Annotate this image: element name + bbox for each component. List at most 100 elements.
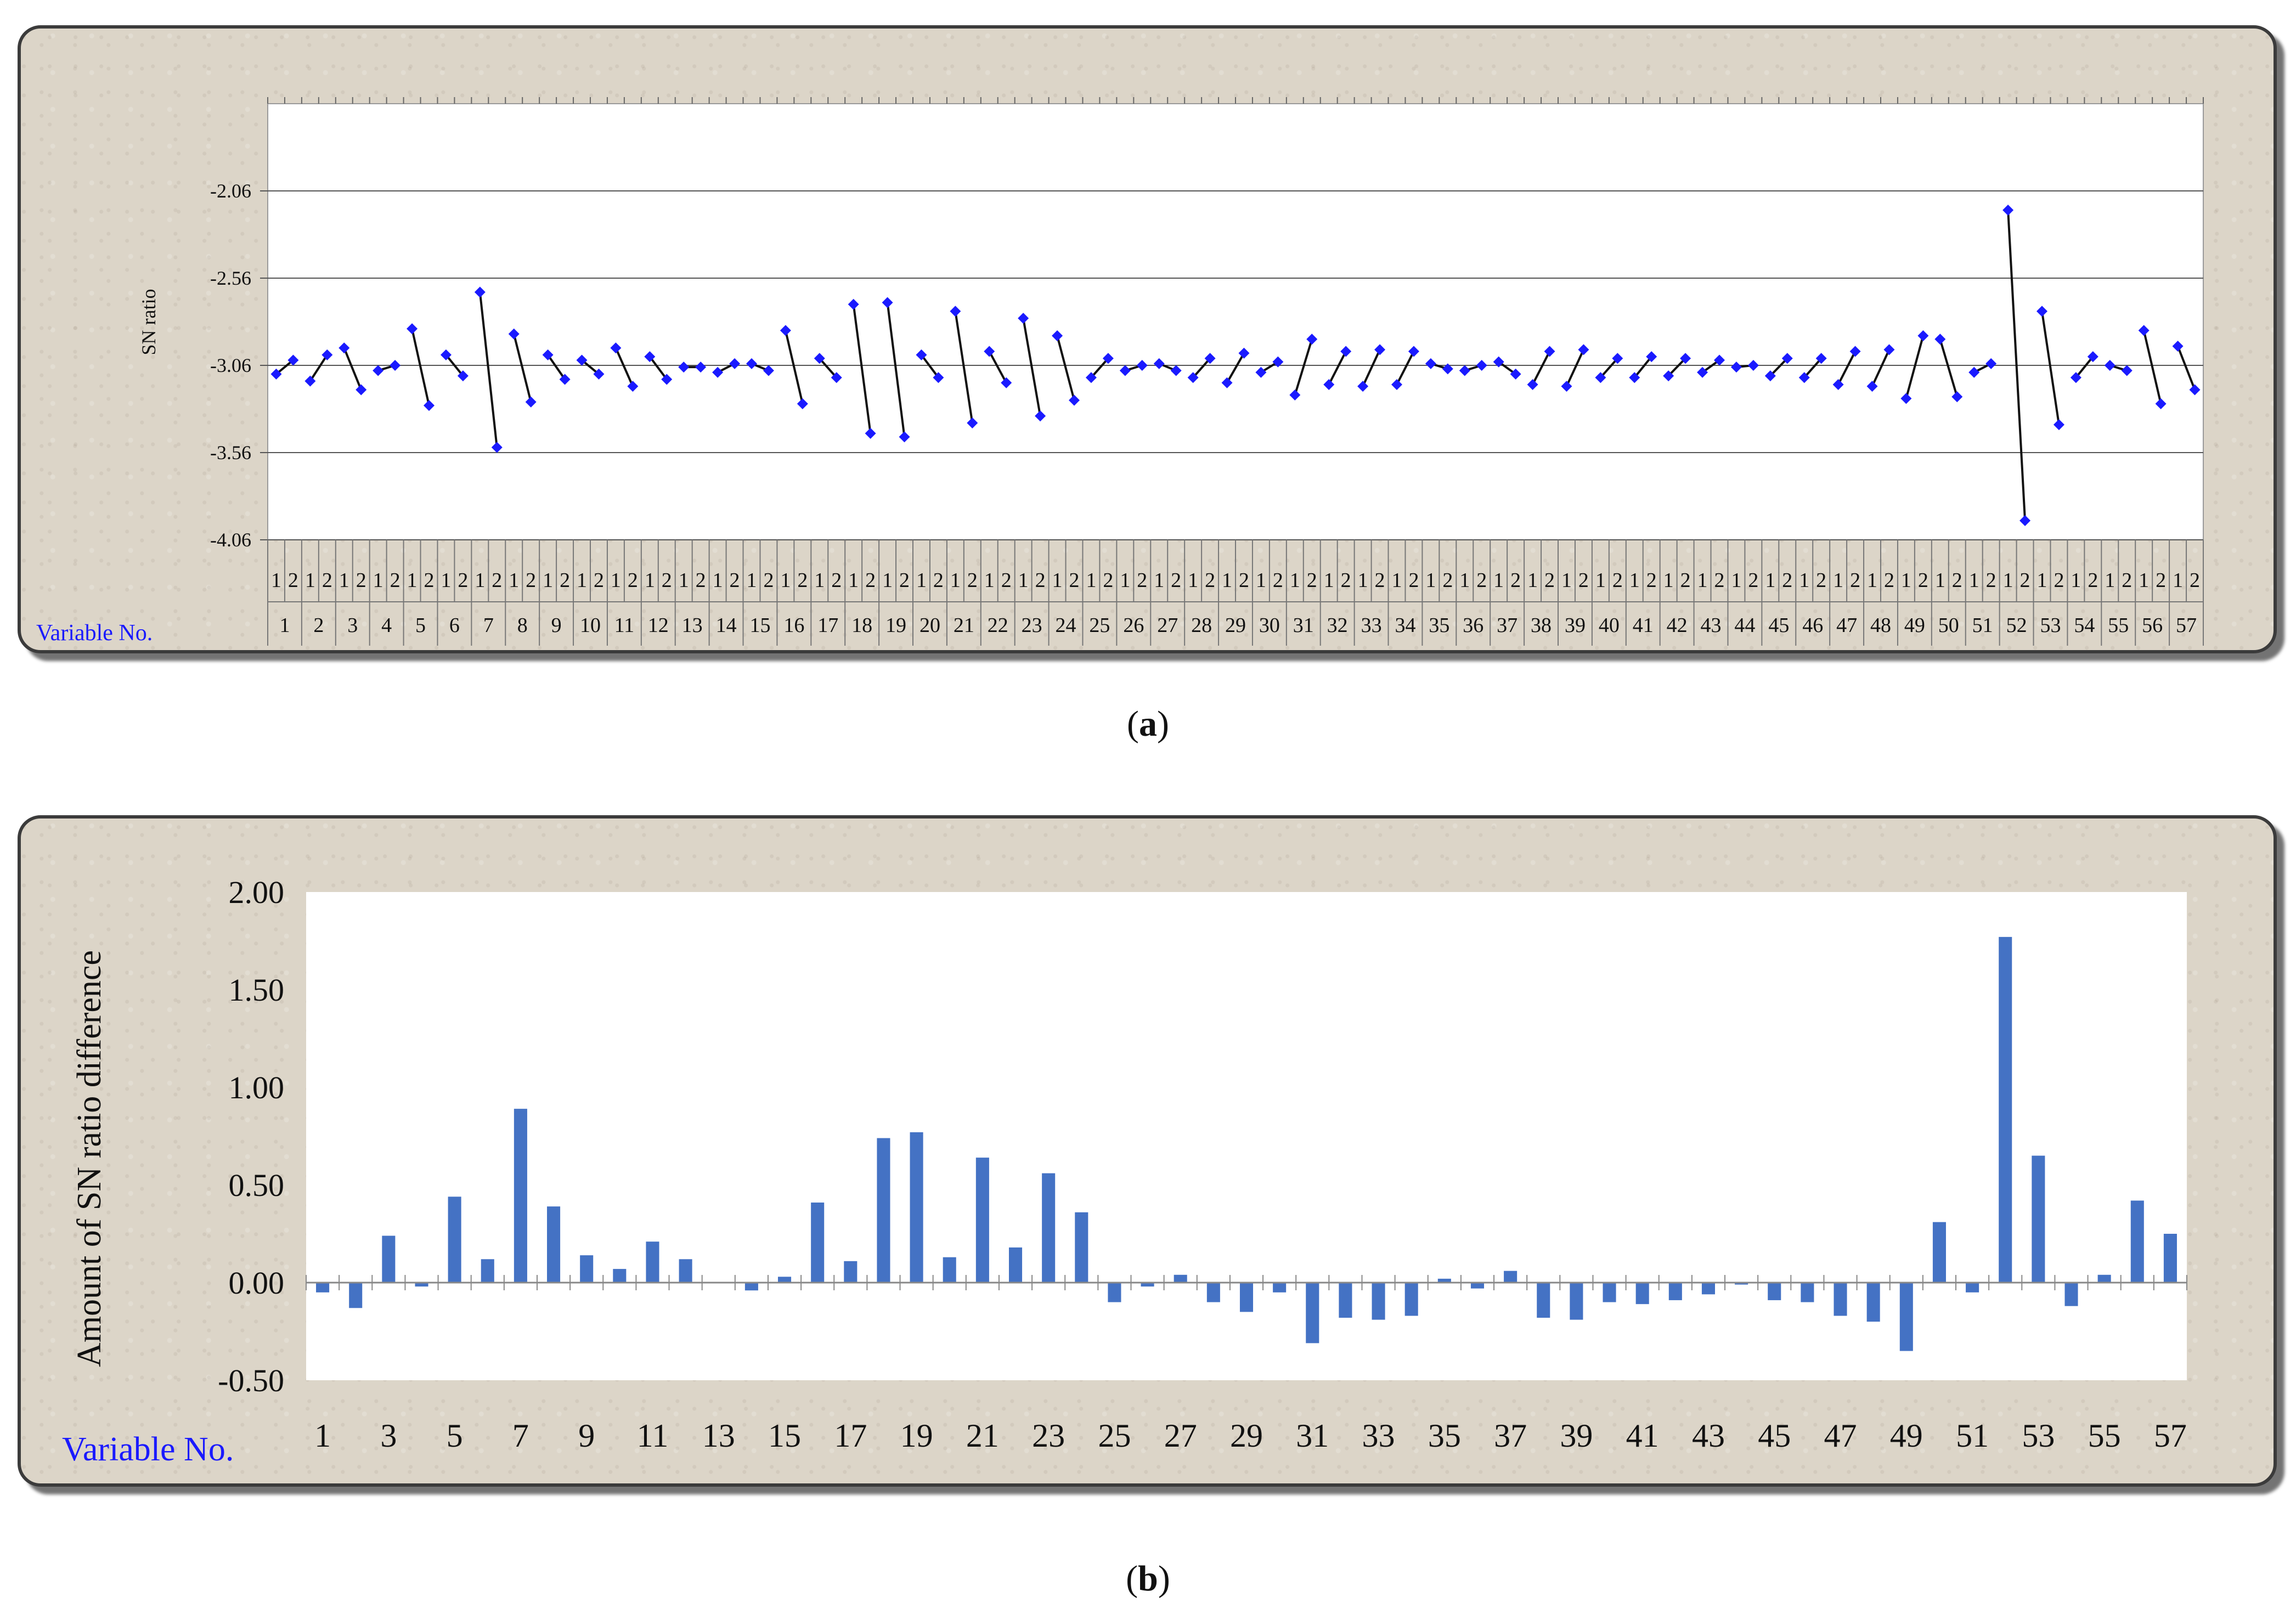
bar bbox=[1470, 1283, 1485, 1289]
y-tick-label: 1.50 bbox=[229, 972, 285, 1008]
bar bbox=[316, 1283, 330, 1292]
category-label: 57 bbox=[2176, 614, 2197, 637]
level-label: 1 bbox=[1527, 569, 1538, 592]
level-label: 2 bbox=[1612, 569, 1623, 592]
level-label: 1 bbox=[339, 569, 349, 592]
x-axis-label: Variable No. bbox=[62, 1431, 234, 1468]
level-label: 2 bbox=[560, 569, 570, 592]
level-label: 1 bbox=[1256, 569, 1266, 592]
category-label: 48 bbox=[1870, 614, 1891, 637]
level-label: 1 bbox=[1154, 569, 1164, 592]
category-label: 37 bbox=[1497, 614, 1517, 637]
level-label: 2 bbox=[2190, 569, 2200, 592]
bar bbox=[1306, 1283, 1319, 1344]
level-label: 2 bbox=[458, 569, 468, 592]
level-label: 1 bbox=[1392, 569, 1402, 592]
level-label: 1 bbox=[747, 569, 757, 592]
data-point bbox=[848, 298, 859, 310]
level-label: 2 bbox=[1442, 569, 1453, 592]
level-label: 2 bbox=[1375, 569, 1385, 592]
bar bbox=[1570, 1283, 1583, 1320]
data-point bbox=[1544, 346, 1555, 357]
data-point bbox=[1883, 344, 1895, 355]
category-label: 18 bbox=[851, 614, 872, 637]
category-label: 12 bbox=[648, 614, 669, 637]
bar bbox=[877, 1138, 890, 1283]
x-tick-label: 3 bbox=[380, 1418, 397, 1454]
level-label: 2 bbox=[865, 569, 876, 592]
x-tick-label: 49 bbox=[1890, 1418, 1923, 1454]
data-point bbox=[2070, 372, 2081, 383]
level-label: 1 bbox=[509, 569, 519, 592]
bar bbox=[1372, 1283, 1385, 1320]
bar bbox=[1141, 1283, 1154, 1287]
data-point bbox=[1832, 379, 1844, 390]
level-label: 1 bbox=[1459, 569, 1470, 592]
level-label: 1 bbox=[916, 569, 927, 592]
data-point bbox=[1119, 365, 1131, 376]
data-point bbox=[610, 342, 622, 354]
data-point bbox=[695, 362, 707, 373]
data-point bbox=[1391, 379, 1402, 390]
level-label: 2 bbox=[1341, 569, 1351, 592]
data-point bbox=[542, 349, 554, 360]
category-label: 49 bbox=[1904, 614, 1925, 637]
category-label: 20 bbox=[919, 614, 940, 637]
data-point bbox=[1934, 334, 1946, 345]
category-label: 38 bbox=[1531, 614, 1552, 637]
level-label: 1 bbox=[305, 569, 315, 592]
level-label: 2 bbox=[1137, 569, 1147, 592]
x-tick-label: 17 bbox=[834, 1418, 867, 1454]
data-point bbox=[1136, 360, 1148, 371]
data-point bbox=[1527, 379, 1538, 390]
category-label: 47 bbox=[1836, 614, 1857, 637]
data-point bbox=[1374, 344, 1386, 355]
level-label: 1 bbox=[780, 569, 791, 592]
category-label: 6 bbox=[449, 614, 460, 637]
y-tick-label: 0.00 bbox=[229, 1265, 285, 1301]
level-label: 1 bbox=[1120, 569, 1130, 592]
category-label: 28 bbox=[1191, 614, 1212, 637]
data-point bbox=[1951, 391, 1963, 403]
bar bbox=[2130, 1200, 2144, 1283]
data-point bbox=[984, 346, 995, 357]
series-line-segment bbox=[546, 354, 566, 380]
level-label: 2 bbox=[1035, 569, 1046, 592]
x-tick-label: 53 bbox=[2022, 1418, 2055, 1454]
level-label: 1 bbox=[882, 569, 893, 592]
level-label: 1 bbox=[1935, 569, 1945, 592]
x-tick-label: 35 bbox=[1428, 1418, 1461, 1454]
data-point bbox=[1663, 370, 1674, 382]
bar bbox=[1668, 1283, 1682, 1301]
level-label: 2 bbox=[1273, 569, 1283, 592]
category-label: 3 bbox=[347, 614, 358, 637]
y-axis-label: Amount of SN ratio difference bbox=[71, 950, 108, 1367]
data-point bbox=[1357, 381, 1369, 392]
category-label: 1 bbox=[279, 614, 290, 637]
level-label: 1 bbox=[1188, 569, 1198, 592]
category-label: 46 bbox=[1802, 614, 1823, 637]
x-tick-label: 13 bbox=[702, 1418, 735, 1454]
category-label: 16 bbox=[783, 614, 804, 637]
data-point bbox=[1018, 313, 1029, 324]
level-label: 1 bbox=[271, 569, 281, 592]
level-label: 1 bbox=[2105, 569, 2115, 592]
x-tick-label: 11 bbox=[637, 1418, 669, 1454]
bar bbox=[1932, 1222, 1946, 1283]
x-tick-label: 51 bbox=[1956, 1418, 1989, 1454]
data-point bbox=[661, 374, 673, 385]
data-point bbox=[474, 286, 486, 298]
bar bbox=[1404, 1283, 1418, 1316]
data-point bbox=[1917, 330, 1929, 341]
category-label: 9 bbox=[551, 614, 562, 637]
category-label: 19 bbox=[885, 614, 906, 637]
level-label: 2 bbox=[1510, 569, 1521, 592]
level-label: 1 bbox=[1663, 569, 1674, 592]
data-point bbox=[1578, 344, 1589, 355]
level-label: 1 bbox=[645, 569, 655, 592]
series-line-segment bbox=[648, 355, 668, 380]
bar bbox=[1437, 1278, 1451, 1283]
level-label: 1 bbox=[475, 569, 485, 592]
level-label: 2 bbox=[797, 569, 808, 592]
y-tick-label: 2.00 bbox=[229, 874, 285, 910]
